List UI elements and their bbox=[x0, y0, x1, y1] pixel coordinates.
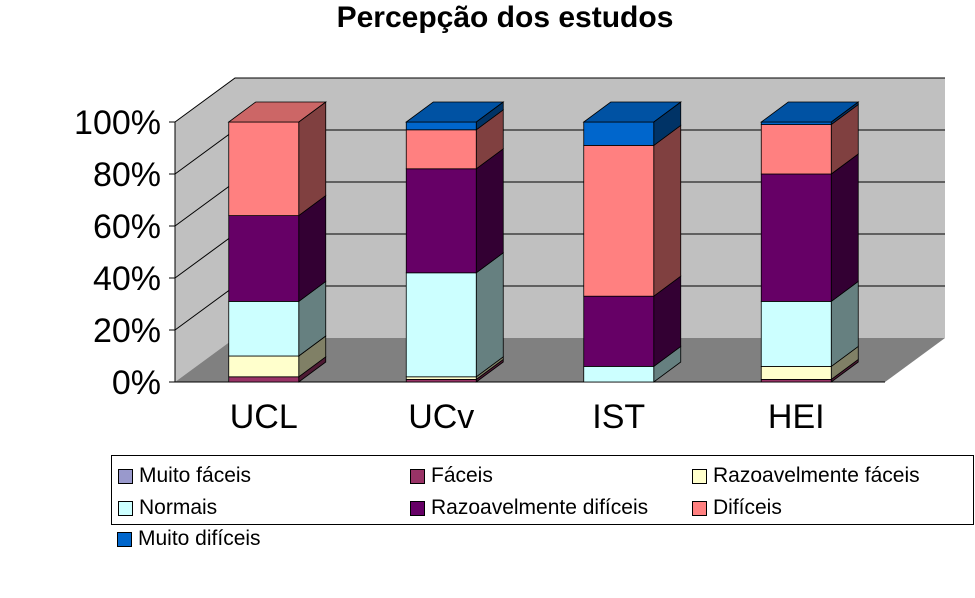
y-tick-label: 60% bbox=[93, 208, 161, 246]
legend-item: Normais bbox=[118, 496, 217, 520]
legend-label: Muito fáceis bbox=[139, 464, 252, 487]
legend-item: Razoavelmente fáceis bbox=[692, 464, 920, 488]
bar-front bbox=[583, 144, 655, 297]
legend-label: Razoavelmente fáceis bbox=[713, 464, 920, 487]
legend-swatch bbox=[410, 500, 425, 516]
bar-segment bbox=[760, 153, 859, 303]
bar-top bbox=[760, 101, 860, 123]
bar-segment bbox=[405, 252, 504, 378]
bar-side bbox=[475, 252, 504, 378]
bar-front bbox=[583, 295, 655, 367]
legend-item: Muito fáceis bbox=[118, 464, 251, 488]
bar-top bbox=[227, 101, 327, 123]
bar-front bbox=[228, 376, 300, 383]
legend-label: Muito difíceis bbox=[138, 527, 261, 550]
bar-segment bbox=[760, 280, 859, 368]
bar-segment bbox=[583, 275, 682, 368]
chart-title: Percepção dos estudos bbox=[337, 1, 674, 34]
bar-front bbox=[760, 300, 832, 367]
legend-label: Difíceis bbox=[713, 496, 782, 519]
legend-item: Difíceis bbox=[692, 496, 782, 520]
legend-label: Normais bbox=[139, 496, 218, 519]
bar-side bbox=[475, 148, 504, 274]
legend-item: Fáceis bbox=[410, 464, 493, 488]
legend-item: Razoavelmente difíceis bbox=[410, 496, 648, 520]
bar-front bbox=[228, 300, 300, 357]
bar-front bbox=[405, 129, 477, 170]
bar-segment bbox=[405, 101, 505, 131]
x-tick-label: UCv bbox=[408, 398, 474, 436]
x-tick-label: IST bbox=[592, 398, 645, 436]
bar-segment bbox=[228, 280, 327, 357]
y-tick-label: 40% bbox=[93, 260, 161, 298]
x-tick-label: UCL bbox=[230, 398, 298, 436]
bar-side bbox=[830, 153, 859, 303]
legend-label: Razoavelmente difíceis bbox=[431, 496, 649, 519]
bar-segment bbox=[582, 101, 682, 147]
y-tick-labels: 0% 20% 40% 60% 80% 100% bbox=[74, 104, 161, 402]
bar-segment bbox=[583, 124, 682, 297]
bar-front bbox=[583, 121, 655, 146]
legend-swatch bbox=[118, 468, 133, 484]
bar-segment bbox=[227, 101, 327, 217]
legend-swatch bbox=[692, 468, 707, 484]
bar-front bbox=[228, 121, 300, 216]
side-wall bbox=[175, 78, 235, 382]
y-tick-label: 0% bbox=[112, 364, 161, 402]
bar-top bbox=[582, 101, 682, 123]
bar-segment bbox=[760, 103, 859, 175]
bar-top bbox=[405, 101, 505, 123]
legend-item: Muito difíceis bbox=[117, 527, 261, 551]
legend-swatch bbox=[117, 531, 132, 547]
y-tick-label: 80% bbox=[93, 156, 161, 194]
legend-swatch bbox=[692, 500, 707, 516]
y-tick-label: 100% bbox=[74, 104, 161, 142]
bar-front bbox=[405, 272, 477, 378]
legend: Muito fáceis Fáceis Razoavelmente fáceis… bbox=[111, 455, 974, 525]
x-tick-label: HEI bbox=[768, 398, 825, 436]
bar-segment bbox=[760, 101, 860, 126]
bar-front bbox=[228, 355, 300, 378]
bar-front bbox=[760, 173, 832, 302]
bar-side bbox=[653, 124, 682, 297]
bar-front bbox=[760, 365, 832, 380]
bar-segment bbox=[405, 148, 504, 274]
legend-swatch bbox=[410, 468, 425, 484]
bar-front bbox=[228, 215, 300, 302]
floor bbox=[175, 338, 945, 382]
legend-swatch bbox=[118, 500, 133, 516]
bar-front bbox=[405, 121, 477, 131]
bar-segment bbox=[405, 109, 504, 170]
y-tick-label: 20% bbox=[93, 312, 161, 350]
legend-label: Fáceis bbox=[431, 464, 493, 487]
bar-front bbox=[405, 168, 477, 274]
gridline bbox=[174, 77, 945, 123]
bar-front bbox=[583, 365, 655, 383]
bar-front bbox=[760, 124, 832, 175]
bars bbox=[227, 101, 860, 383]
x-tick-labels: UCL UCv IST HEI bbox=[230, 398, 825, 436]
y-tick-marks bbox=[169, 121, 175, 383]
